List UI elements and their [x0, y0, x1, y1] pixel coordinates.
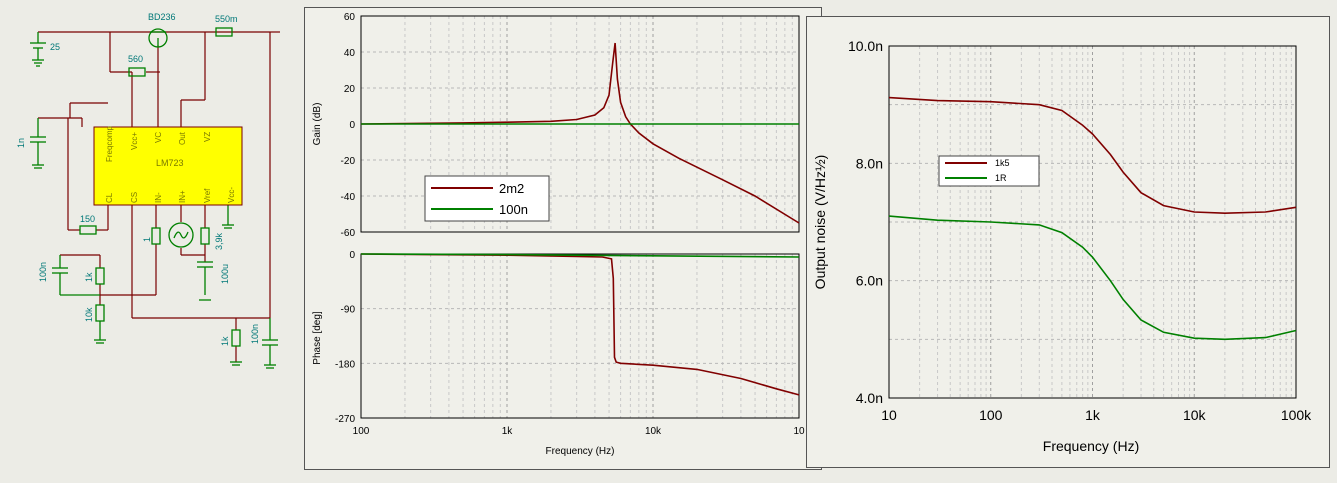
y-tick-label: -40 — [341, 192, 356, 203]
noise-y-axis-label: Output noise (V/Hz½) — [812, 155, 828, 290]
schematic-wires — [38, 31, 280, 362]
noise-legend: 1k5 1R — [938, 155, 1040, 187]
r-cs2-label: 10k — [84, 307, 94, 322]
y-tick-label: 0 — [349, 250, 355, 261]
bode-plot-window: 60 40 20 0 -20 -40 -60 0 -90 -180 -270 100 1k 10k 10… — [304, 7, 822, 470]
pin-label: Vcc+ — [130, 132, 139, 150]
x-tick-label: 10k — [1183, 407, 1207, 423]
r-vref-label: 3,9k — [214, 232, 224, 250]
bode-x-axis-label: Frequency (Hz) — [546, 446, 615, 457]
x-tick-label: 1k — [502, 426, 514, 437]
chip-label: LM723 — [156, 158, 184, 168]
circuit-schematic: Freqcomp Vcc+ VC Out VZ CL CS IN- IN+ Vr… — [16, 12, 280, 369]
pin-label: VZ — [203, 132, 212, 142]
noise-x-axis-label: Frequency (Hz) — [1043, 438, 1139, 454]
legend-label-1r: 1R — [995, 173, 1007, 183]
x-tick-label: 100 — [979, 407, 1003, 423]
r-in-label: 1 — [142, 237, 152, 242]
r-out-label: 550m — [215, 14, 238, 24]
legend-label-100n: 100n — [499, 202, 528, 217]
x-tick-label: 100k — [1281, 407, 1312, 423]
y-tick-label: -270 — [335, 414, 355, 425]
y-tick-label: -90 — [341, 305, 356, 316]
cap-out-label: 100n — [250, 324, 260, 344]
y-tick-label: 0 — [349, 120, 355, 131]
component-labels: BD236 550m 25 560 1n 150 1 3,9k 100u 100… — [16, 12, 260, 346]
series-line-2m2 — [360, 42, 800, 224]
y-tick-label: -20 — [341, 156, 356, 167]
x-tick-label: 10k — [645, 426, 662, 437]
gain-y-axis-label: Gain (dB) — [312, 103, 323, 146]
phase-grid — [360, 254, 799, 418]
gain-y-ticks: 60 40 20 0 -20 -40 -60 — [341, 12, 356, 239]
legend-box — [424, 175, 550, 222]
cap-vref-label: 100u — [220, 264, 230, 284]
phase-y-ticks: 0 -90 -180 -270 — [335, 250, 355, 425]
pin-label: Vref — [203, 188, 212, 203]
transistor-label: BD236 — [148, 12, 176, 22]
pin-label: Freqcomp — [105, 125, 114, 162]
pin-label: IN+ — [178, 190, 187, 203]
noise-y-ticks: 10.0n 8.0n 6.0n 4.0n — [848, 38, 883, 406]
pin-label: CL — [105, 192, 114, 203]
y-tick-label: 6.0n — [856, 273, 883, 289]
phase-plot-area — [360, 253, 800, 419]
legend-box — [938, 155, 1040, 187]
cap-cs-label: 100n — [38, 262, 48, 282]
noise-grid — [888, 46, 1296, 398]
y-tick-label: 20 — [344, 84, 356, 95]
y-tick-label: 60 — [344, 12, 356, 23]
r-out-load-label: 1k — [220, 336, 230, 346]
gain-series — [360, 42, 800, 224]
series-line-1k5 — [888, 96, 1297, 215]
r-cs1-label: 1k — [84, 272, 94, 282]
noise-series — [888, 96, 1297, 341]
bode-x-ticks: 100 1k 10k 10 — [353, 426, 805, 437]
x-tick-label: 1k — [1085, 407, 1101, 423]
cap-comp-label: 1n — [16, 138, 26, 148]
noise-plot-window: 10.0n 8.0n 6.0n 4.0n 10 100 1k 10k 100k Output … — [806, 16, 1330, 468]
legend-label-2m2: 2m2 — [499, 181, 524, 196]
pin-label: IN- — [154, 192, 163, 203]
noise-x-ticks: 10 100 1k 10k 100k — [881, 407, 1312, 423]
x-tick-label: 10 — [793, 426, 805, 437]
series-line-2m2 — [360, 253, 800, 396]
y-tick-label: 4.0n — [856, 390, 883, 406]
pin-label: Vcc- — [227, 187, 236, 203]
pin-label: Out — [178, 131, 187, 145]
series-line-100n — [360, 253, 800, 258]
pin-label: CS — [130, 192, 139, 203]
phase-y-axis-label: Phase [deg] — [312, 311, 323, 365]
y-tick-label: 10.0n — [848, 38, 883, 54]
y-tick-label: 40 — [344, 48, 356, 59]
x-tick-label: 100 — [353, 426, 370, 437]
y-tick-label: 8.0n — [856, 155, 883, 171]
y-tick-label: -180 — [335, 359, 355, 370]
legend-label-1k5: 1k5 — [995, 158, 1010, 168]
r-base-label: 560 — [128, 54, 143, 64]
noise-plot: 10.0n 8.0n 6.0n 4.0n 10 100 1k 10k 100k Output … — [812, 38, 1312, 454]
chip-body — [93, 126, 243, 206]
series-line-1r — [888, 215, 1297, 341]
phase-series — [360, 253, 800, 396]
y-tick-label: -60 — [341, 228, 356, 239]
noise-plot-area — [888, 45, 1297, 399]
r-cl-label: 150 — [80, 214, 95, 224]
chip-pins: Freqcomp Vcc+ VC Out VZ CL CS IN- IN+ Vr… — [105, 125, 236, 203]
x-tick-label: 10 — [881, 407, 897, 423]
schematic-components — [30, 27, 278, 369]
gain-legend: 2m2 100n — [424, 175, 550, 222]
battery-label: 25 — [50, 42, 60, 52]
pin-label: VC — [154, 132, 163, 143]
